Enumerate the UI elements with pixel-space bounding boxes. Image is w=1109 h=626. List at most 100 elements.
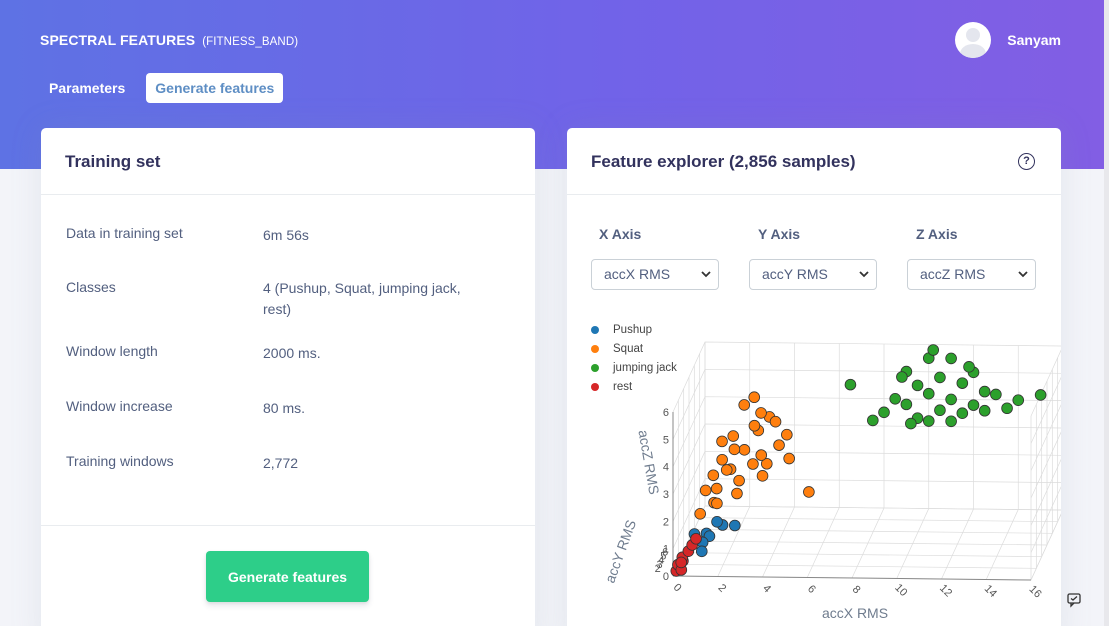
legend-swatch bbox=[591, 382, 599, 391]
data-point-jumping-jack bbox=[934, 404, 946, 417]
y-axis-select[interactable]: accY RMS bbox=[749, 259, 877, 290]
data-point-jumping-jack bbox=[945, 393, 957, 406]
data-point-jumping-jack bbox=[878, 406, 890, 419]
y-tick-label: 4 bbox=[658, 555, 664, 567]
info-label: Data in training set bbox=[66, 225, 183, 241]
x-axis-title: accX RMS bbox=[822, 605, 888, 621]
data-point-jumping-jack bbox=[927, 344, 940, 356]
data-point-squat bbox=[738, 444, 751, 456]
data-point-jumping-jack bbox=[905, 417, 917, 430]
data-point-jumping-jack bbox=[922, 387, 935, 400]
y-tick-label: 2 bbox=[655, 563, 661, 575]
legend-item-squat[interactable]: Squat bbox=[591, 339, 677, 358]
data-point-jumping-jack bbox=[945, 415, 957, 428]
y-axis-title: accY RMS bbox=[602, 518, 640, 585]
z-tick-label: 1 bbox=[663, 544, 669, 556]
data-point-jumping-jack bbox=[1001, 402, 1013, 415]
data-point-jumping-jack bbox=[967, 399, 980, 411]
z-axis-title: accZ RMS bbox=[635, 429, 662, 496]
legend-item-pushup[interactable]: Pushup bbox=[591, 320, 677, 339]
page-scrollbar[interactable] bbox=[1104, 0, 1109, 626]
data-point-squat bbox=[716, 435, 728, 448]
grid-line bbox=[672, 450, 1061, 526]
z-tick-label: 0 bbox=[663, 571, 669, 583]
x-tick-label: 0 bbox=[671, 581, 684, 594]
tab-generate-features[interactable]: Generate features bbox=[146, 73, 284, 103]
z-tick-label: 2 bbox=[663, 516, 669, 528]
feature-explorer-title: Feature explorer (2,856 samples) bbox=[591, 152, 856, 171]
avatar[interactable] bbox=[955, 22, 992, 58]
feature-explorer-card: Feature explorer (2,856 samples) ? X Axi… bbox=[567, 128, 1061, 626]
x-axis-select[interactable]: accX RMS bbox=[591, 259, 719, 290]
legend-swatch bbox=[591, 363, 599, 372]
z-tick-label: 4 bbox=[663, 462, 669, 474]
grid-line bbox=[683, 392, 1043, 558]
legend-label: Pushup bbox=[613, 323, 653, 336]
legend-item-jumping-jack[interactable]: jumping jack bbox=[591, 358, 677, 377]
chart-legend: Pushup Squat jumping jack rest bbox=[591, 320, 677, 396]
data-point-jumping-jack bbox=[889, 392, 901, 405]
grid-line bbox=[672, 423, 1061, 499]
grid-line bbox=[672, 368, 1061, 444]
data-point-jumping-jack bbox=[956, 377, 969, 389]
z-axis-select[interactable]: accZ RMS bbox=[907, 259, 1036, 290]
question-circle-icon[interactable]: ? bbox=[1018, 153, 1035, 170]
z-tick-label: 6 bbox=[663, 407, 669, 419]
data-point-squat bbox=[803, 486, 815, 498]
data-point-squat bbox=[738, 399, 751, 411]
info-label: Window length bbox=[66, 343, 158, 359]
data-point-squat bbox=[728, 443, 741, 456]
user-menu[interactable]: Sanyam bbox=[955, 22, 1061, 58]
user-name[interactable]: Sanyam bbox=[1007, 32, 1061, 48]
training-set-title: Training set bbox=[41, 128, 535, 195]
data-point-squat bbox=[699, 484, 712, 497]
x-tick-label: 2 bbox=[715, 582, 728, 595]
y-tick-label: 5 bbox=[660, 551, 666, 563]
data-point-squat bbox=[720, 464, 733, 476]
data-point-rest bbox=[675, 556, 688, 569]
grid-line bbox=[672, 478, 1061, 553]
page-title: SPECTRAL FEATURES (FITNESS_BAND) bbox=[40, 32, 298, 48]
grid-line bbox=[672, 341, 1061, 417]
data-point-squat bbox=[781, 428, 793, 441]
data-point-jumping-jack bbox=[963, 361, 975, 373]
info-value: 80 ms. bbox=[263, 400, 306, 416]
x-axis-selected: accX RMS bbox=[604, 266, 671, 282]
data-point-jumping-jack bbox=[978, 385, 991, 398]
grid-line bbox=[672, 396, 1061, 471]
x-tick-label: 12 bbox=[937, 582, 954, 599]
y-tick-label: 6 bbox=[662, 547, 668, 559]
x-tick-label: 16 bbox=[1027, 583, 1044, 600]
z-axis-label: Z Axis bbox=[916, 226, 958, 242]
data-point-pushup bbox=[711, 515, 723, 528]
data-point-squat bbox=[710, 482, 723, 495]
data-point-squat bbox=[755, 407, 767, 419]
x-tick-label: 6 bbox=[805, 583, 818, 596]
data-point-jumping-jack bbox=[911, 379, 924, 392]
training-set-card: Training set Data in training set 6m 56s… bbox=[41, 128, 535, 626]
page-title-text: SPECTRAL FEATURES bbox=[40, 32, 196, 48]
chat-feedback-icon[interactable] bbox=[1066, 592, 1082, 608]
data-point-squat bbox=[694, 507, 706, 520]
legend-swatch bbox=[591, 325, 599, 334]
z-axis-selected: accZ RMS bbox=[920, 266, 986, 282]
generate-features-button[interactable]: Generate features bbox=[206, 551, 369, 602]
data-point-squat bbox=[756, 470, 769, 482]
data-point-squat bbox=[731, 487, 743, 500]
divider bbox=[41, 525, 535, 526]
x-tick-label: 14 bbox=[982, 583, 999, 600]
data-point-jumping-jack bbox=[900, 398, 913, 411]
info-value: 6m 56s bbox=[263, 227, 309, 243]
data-point-jumping-jack bbox=[1034, 389, 1047, 401]
x-axis-label: X Axis bbox=[599, 226, 642, 242]
data-point-squat bbox=[733, 474, 745, 487]
legend-label: rest bbox=[613, 380, 633, 393]
legend-item-rest[interactable]: rest bbox=[591, 377, 677, 396]
x-tick-label: 4 bbox=[760, 582, 773, 595]
data-point-squat bbox=[727, 430, 740, 442]
feature-explorer-header: Feature explorer (2,856 samples) ? bbox=[567, 128, 1061, 195]
z-tick-label: 5 bbox=[663, 434, 669, 446]
tab-parameters[interactable]: Parameters bbox=[49, 80, 126, 96]
data-point-jumping-jack bbox=[844, 378, 857, 391]
